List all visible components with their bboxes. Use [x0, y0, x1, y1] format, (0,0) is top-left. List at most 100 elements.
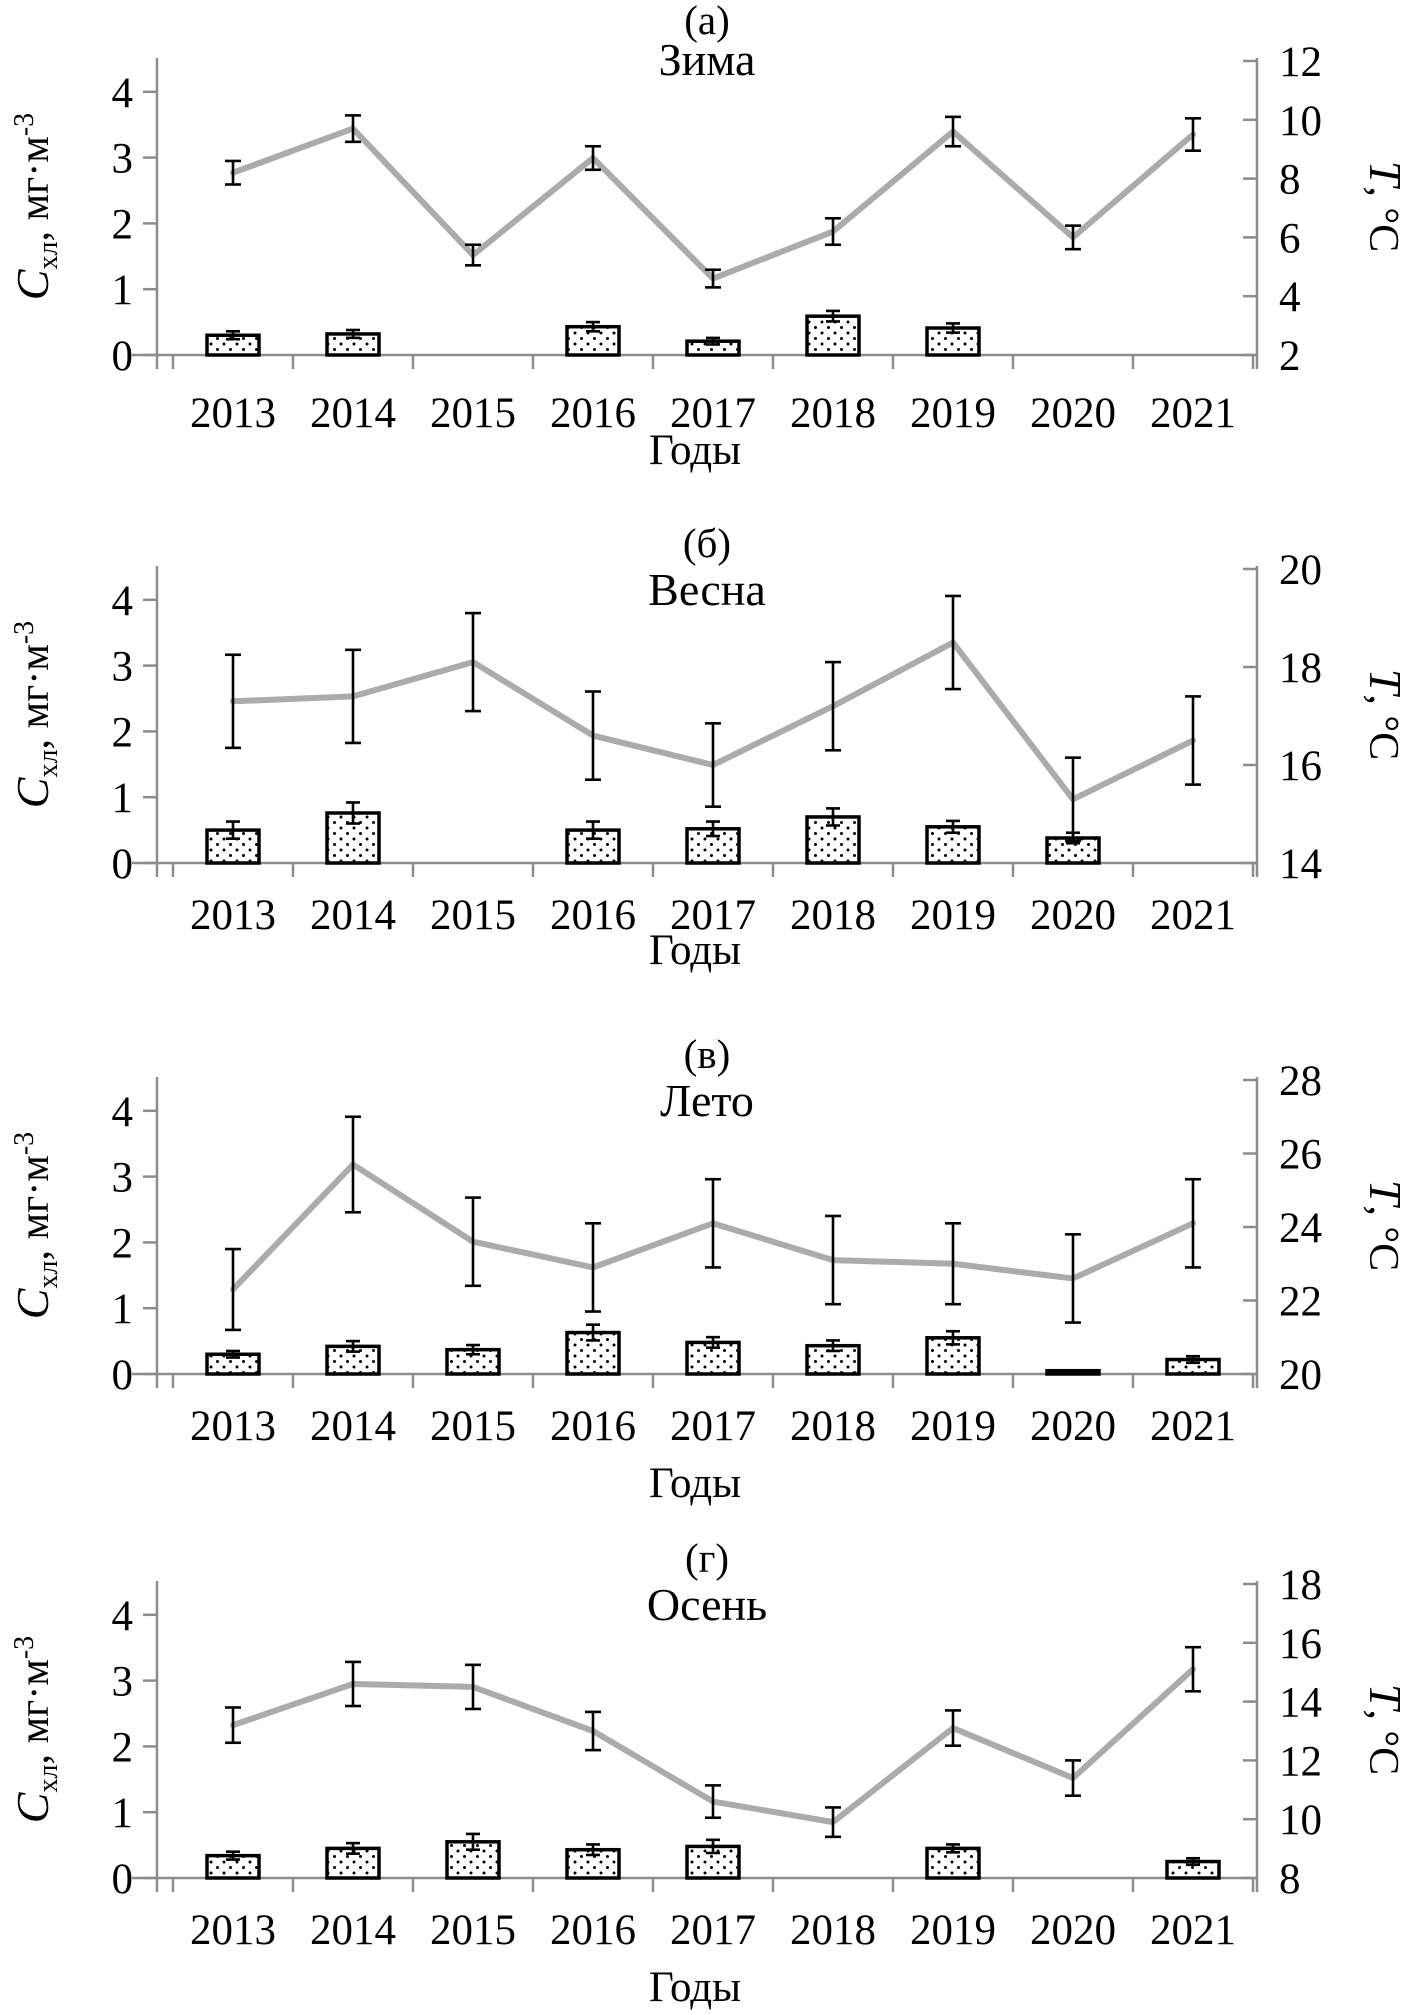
svg-text:3: 3: [112, 644, 134, 691]
left-y-axis-label: Cхл, мг·м-3: [7, 113, 64, 300]
svg-text:2020: 2020: [1030, 892, 1116, 939]
svg-text:2015: 2015: [430, 1403, 516, 1450]
temperature-error-bars: [225, 594, 1201, 843]
svg-text:2015: 2015: [430, 390, 516, 437]
svg-text:22: 22: [1279, 1279, 1322, 1326]
svg-text:4: 4: [112, 578, 134, 625]
x-axis-label: Годы: [649, 1460, 741, 1507]
panel-b: 0 1 2 3 4 14 16 18 20 2013 2014 2015 2016 2017 2018 201…: [7, 520, 1406, 974]
svg-text:8: 8: [1279, 157, 1301, 204]
svg-text:0: 0: [112, 1352, 134, 1399]
svg-text:3: 3: [112, 1659, 134, 1706]
svg-text:16: 16: [1279, 1621, 1322, 1668]
svg-text:16: 16: [1279, 743, 1322, 790]
chlorophyll-bars: [205, 309, 981, 357]
bar-2020: [1045, 1368, 1101, 1376]
svg-text:4: 4: [1279, 274, 1301, 321]
bar-error-2017: [706, 1335, 720, 1349]
svg-text:2013: 2013: [190, 892, 276, 939]
panel-title: Осень: [647, 1579, 767, 1630]
bar-error-2018: [826, 309, 840, 323]
svg-text:2016: 2016: [550, 892, 636, 939]
bar-error-2021: [1186, 1856, 1200, 1867]
svg-text:2020: 2020: [1030, 1907, 1116, 1954]
svg-text:2020: 2020: [1030, 1403, 1116, 1450]
svg-text:1: 1: [112, 1790, 134, 1837]
bar-error-2013: [226, 330, 240, 341]
right-y-axis-label: T, °C: [1360, 161, 1406, 252]
svg-text:2013: 2013: [190, 1403, 276, 1450]
panel-title: Лето: [660, 1075, 754, 1126]
svg-text:2017: 2017: [670, 1403, 756, 1450]
bar-error-2019: [946, 819, 960, 835]
svg-text:2015: 2015: [430, 892, 516, 939]
right-y-axis-label: T, °C: [1360, 669, 1406, 760]
bar-error-2016: [586, 320, 600, 333]
right-y-axis-label: T, °C: [1360, 1180, 1406, 1271]
panel-label: (а): [684, 0, 730, 43]
svg-text:2013: 2013: [190, 1907, 276, 1954]
svg-text:2021: 2021: [1150, 1907, 1236, 1954]
svg-text:28: 28: [1279, 1058, 1322, 1105]
bar-error-2017: [706, 336, 720, 346]
bar-error-2019: [946, 322, 960, 334]
svg-text:20: 20: [1279, 547, 1322, 594]
bar-error-2019: [946, 1843, 960, 1854]
left-y-axis-label: Cхл, мг·м-3: [7, 1636, 64, 1823]
axes: [132, 1581, 1259, 1892]
svg-text:2019: 2019: [910, 1907, 996, 1954]
svg-text:12: 12: [1279, 1738, 1322, 1785]
temperature-error-bars: [225, 114, 1201, 289]
svg-text:4: 4: [112, 70, 134, 117]
svg-text:2014: 2014: [310, 390, 396, 437]
bar-error-2014: [346, 1841, 360, 1855]
panel-label: (г): [685, 1535, 729, 1581]
svg-text:1: 1: [112, 1286, 134, 1333]
svg-text:4: 4: [112, 1089, 134, 1136]
svg-text:18: 18: [1279, 645, 1322, 692]
bar-error-2016: [586, 820, 600, 840]
bar-error-2015: [466, 1343, 480, 1356]
svg-text:2013: 2013: [190, 390, 276, 437]
svg-text:8: 8: [1279, 1856, 1301, 1903]
svg-text:2: 2: [112, 1220, 134, 1267]
svg-text:2021: 2021: [1150, 390, 1236, 437]
svg-text:2016: 2016: [550, 1403, 636, 1450]
svg-text:2014: 2014: [310, 892, 396, 939]
panel-v: 0 1 2 3 4 20 22 24 26 28 2013 2014 2015 2016 2017 2018 2…: [7, 1031, 1406, 1507]
bar-error-2017: [706, 1838, 720, 1855]
bar-error-2014: [346, 328, 360, 340]
svg-text:2018: 2018: [790, 892, 876, 939]
panel-title: Зима: [659, 34, 756, 85]
svg-text:2015: 2015: [430, 1907, 516, 1954]
bar-error-2018: [826, 807, 840, 827]
right-y-axis-label: T, °C: [1360, 1684, 1406, 1775]
svg-text:2021: 2021: [1150, 1403, 1236, 1450]
bar-error-2019: [946, 1329, 960, 1346]
panel-title: Весна: [648, 564, 766, 615]
bar-error-2013: [226, 820, 240, 840]
tick-labels: 0 1 2 3 4 20 22 24 26 28 2013 2014 2015 2016 2017 2018 2…: [112, 1058, 1323, 1450]
svg-text:3: 3: [112, 1155, 134, 1202]
svg-text:2: 2: [1279, 333, 1301, 380]
svg-text:0: 0: [112, 1856, 134, 1903]
svg-text:10: 10: [1279, 98, 1322, 145]
bar-error-2013: [226, 1850, 240, 1861]
svg-text:2017: 2017: [670, 1907, 756, 1954]
svg-text:2017: 2017: [670, 390, 756, 437]
svg-text:3: 3: [112, 136, 134, 183]
bar-error-2016: [586, 1323, 600, 1342]
svg-text:2: 2: [112, 1724, 134, 1771]
temperature-error-bars: [225, 1645, 1201, 1839]
svg-text:2: 2: [112, 201, 134, 248]
svg-text:24: 24: [1279, 1205, 1322, 1252]
svg-text:2017: 2017: [670, 892, 756, 939]
svg-text:2019: 2019: [910, 1403, 996, 1450]
svg-text:26: 26: [1279, 1132, 1322, 1179]
svg-text:2014: 2014: [310, 1403, 396, 1450]
